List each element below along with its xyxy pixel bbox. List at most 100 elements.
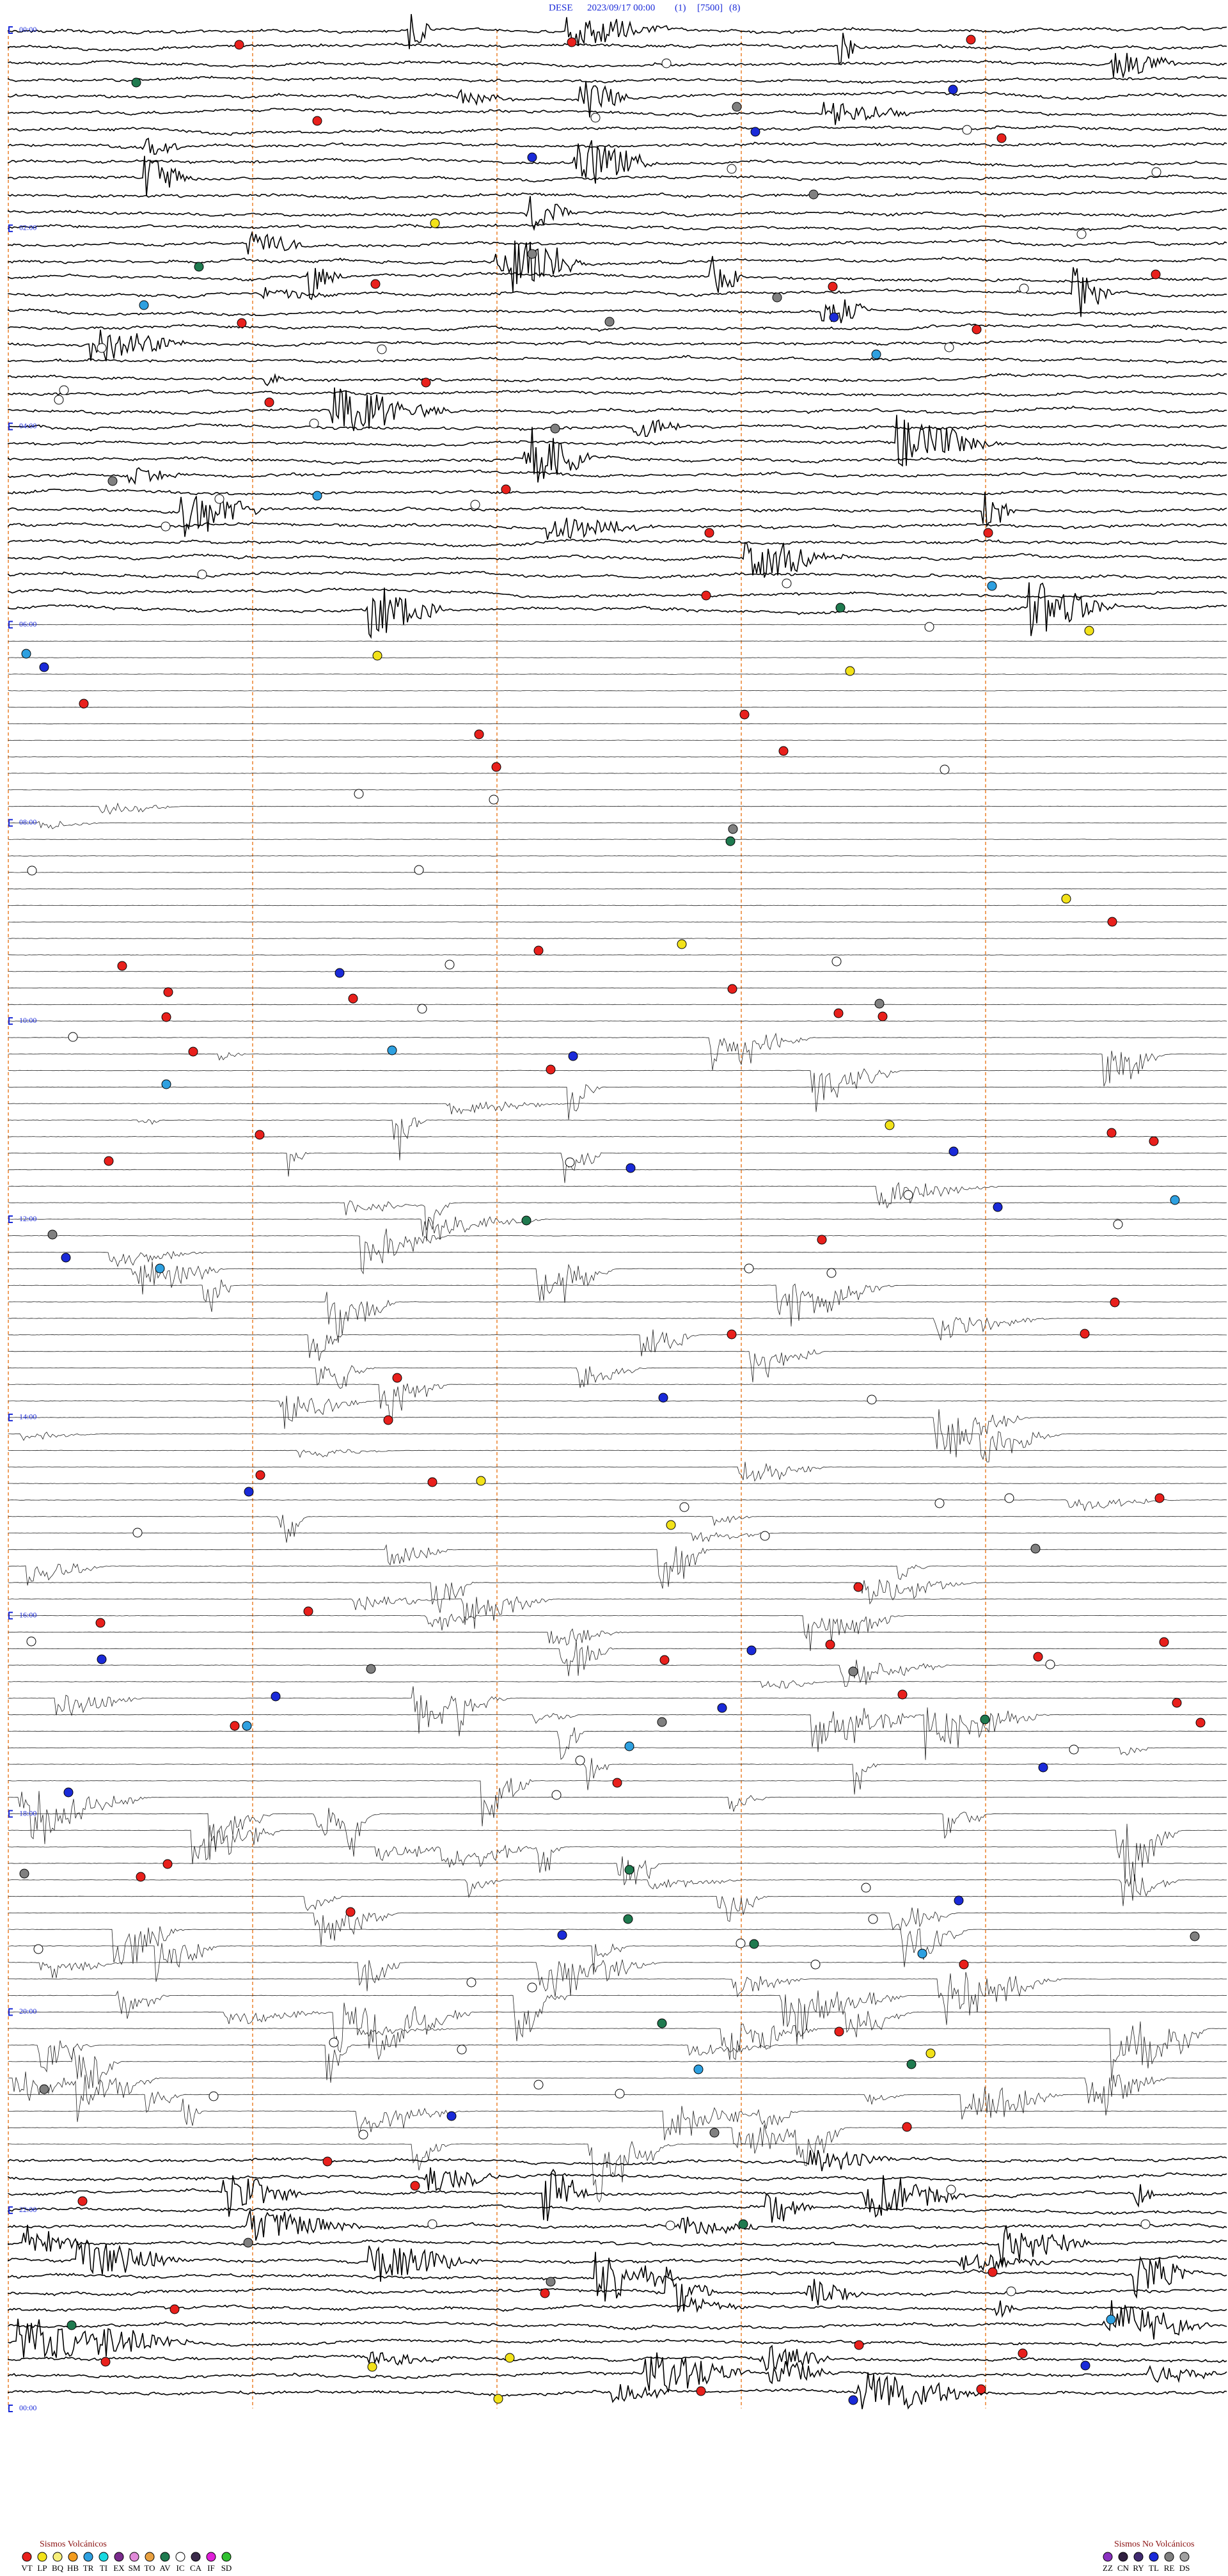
time-label: 22:00	[19, 2205, 36, 2214]
trace	[8, 1943, 1227, 1982]
event-marker	[1159, 1637, 1169, 1647]
trace	[8, 230, 1227, 255]
legend-title: Sismos No Volcánicos	[1114, 2540, 1195, 2549]
event-marker	[430, 218, 440, 228]
legend-swatch	[37, 2552, 47, 2562]
trace	[8, 1292, 1227, 1343]
event-marker	[303, 1606, 313, 1616]
trace	[8, 2140, 1227, 2203]
event-marker	[696, 2386, 706, 2396]
event-marker	[489, 794, 499, 805]
event-marker	[427, 2219, 437, 2229]
trace	[8, 323, 1227, 332]
event-marker	[209, 2091, 219, 2101]
legend-label: BQ	[52, 2563, 64, 2573]
event-marker	[1061, 894, 1071, 904]
trace	[8, 2318, 1227, 2359]
event-marker	[410, 2181, 420, 2191]
hour-bracket	[8, 1215, 13, 1223]
hour-bracket	[8, 422, 13, 431]
trace	[8, 1844, 1227, 1873]
legend-label: AV	[159, 2563, 171, 2573]
event-marker	[550, 423, 560, 434]
hour-bracket	[8, 1017, 13, 1025]
event-marker	[255, 1470, 265, 1480]
legend-label: VT	[21, 2563, 32, 2573]
event-marker	[255, 1130, 265, 1140]
trace	[8, 241, 1227, 292]
event-marker	[63, 1787, 74, 1798]
event-marker	[188, 1047, 198, 1057]
trace	[8, 1365, 1227, 1389]
trace	[8, 674, 1227, 675]
event-marker	[358, 2130, 368, 2140]
trace	[8, 1659, 1227, 1687]
event-marker	[946, 2185, 956, 2195]
trace	[8, 690, 1227, 691]
event-marker	[348, 993, 358, 1004]
trace	[8, 1329, 1227, 1361]
event-marker	[354, 789, 364, 799]
event-marker	[100, 2357, 111, 2367]
event-marker	[996, 133, 1007, 143]
event-marker	[782, 578, 792, 589]
trace	[8, 1316, 1227, 1341]
legend-swatch	[206, 2552, 216, 2562]
trace	[8, 1118, 1227, 1160]
trace	[8, 1628, 1227, 1646]
event-marker	[39, 662, 49, 672]
event-marker	[61, 1252, 71, 1263]
event-marker	[163, 987, 173, 997]
trace	[8, 1595, 1227, 1629]
event-marker	[540, 2288, 550, 2298]
trace	[8, 1686, 1227, 1737]
event-marker	[817, 1235, 827, 1245]
event-marker	[567, 37, 577, 47]
event-marker	[417, 1004, 427, 1014]
event-marker	[79, 699, 89, 709]
event-marker	[944, 342, 954, 352]
trace	[8, 1431, 1227, 1462]
event-marker	[97, 1654, 107, 1664]
trace	[8, 81, 1227, 118]
trace	[8, 739, 1227, 741]
event-marker	[744, 1263, 754, 1274]
hour-bracket	[8, 1810, 13, 1818]
event-marker	[117, 961, 127, 971]
trace	[8, 954, 1227, 956]
legend-swatch	[83, 2552, 93, 2562]
event-marker	[446, 2111, 457, 2121]
event-marker	[1069, 1744, 1079, 1755]
event-marker	[940, 764, 950, 775]
event-marker	[772, 292, 782, 303]
time-label: 04:00	[19, 421, 36, 430]
event-marker	[657, 2018, 667, 2028]
legend-swatch	[1164, 2552, 1174, 2562]
legend-swatch	[160, 2552, 170, 2562]
event-marker	[727, 984, 737, 994]
event-marker	[658, 1393, 668, 1403]
trace	[8, 723, 1227, 725]
trace	[8, 1747, 1227, 1756]
time-label: 20:00	[19, 2007, 36, 2016]
trace	[8, 1462, 1227, 1482]
event-marker	[243, 2238, 253, 2248]
trace	[8, 373, 1227, 386]
event-marker	[104, 1156, 114, 1166]
trace	[8, 1758, 1227, 1795]
legend-swatch	[221, 2552, 232, 2562]
event-marker	[546, 2277, 556, 2287]
trace	[8, 1004, 1227, 1006]
trace	[8, 1908, 1227, 1946]
trace	[8, 13, 1227, 49]
trace	[8, 299, 1227, 324]
trace	[8, 1926, 1227, 1968]
trace	[8, 970, 1227, 972]
event-marker	[626, 1163, 636, 1173]
trace	[8, 491, 1227, 537]
event-marker	[612, 1778, 622, 1788]
event-marker	[1004, 1493, 1014, 1503]
event-marker	[897, 1689, 908, 1700]
trace	[8, 196, 1227, 232]
event-marker	[906, 2059, 917, 2069]
